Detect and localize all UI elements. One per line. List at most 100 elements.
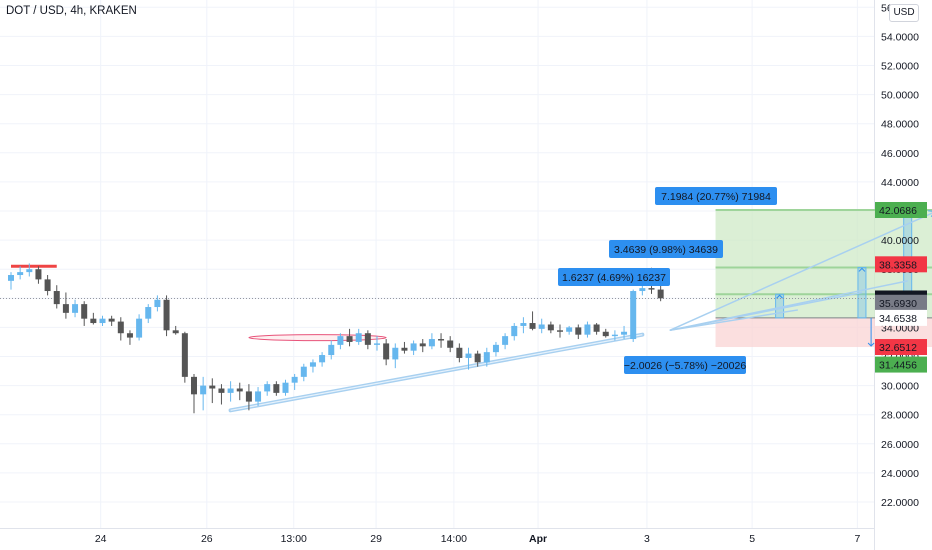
candle-body — [53, 291, 60, 305]
target-5-label-text: 1.6237 (4.69%) 16237 — [562, 272, 666, 284]
candle-body — [456, 347, 463, 358]
time-tick-label: 5 — [749, 533, 755, 545]
time-tick-label: 24 — [95, 533, 107, 545]
candle-body — [62, 304, 69, 313]
candle-body — [145, 307, 152, 319]
candle-body — [374, 343, 380, 345]
candle-body — [181, 333, 188, 377]
candle-body — [474, 353, 481, 363]
candle-body — [108, 318, 115, 322]
candle-body — [428, 339, 435, 347]
symbol-title: DOT / USD, 4h, KRAKEN — [6, 5, 137, 17]
candle-body — [355, 333, 362, 342]
trendline-inner — [230, 334, 643, 411]
ray-arrow-icon — [928, 210, 932, 218]
candle-body — [492, 344, 499, 353]
candle-body — [319, 355, 326, 363]
price-tick-label: 52.0000 — [881, 61, 919, 73]
candle-body — [483, 352, 490, 363]
level-badge-label: 38.3358 — [879, 259, 917, 271]
candle-body — [602, 331, 609, 337]
price-tick-label: 48.0000 — [881, 119, 919, 131]
time-tick-label: 7 — [854, 533, 860, 545]
down-arrow-icon — [867, 342, 875, 347]
candle-body — [264, 384, 271, 392]
target-10-label — [609, 240, 723, 258]
stop-label-text: −2.0026 (−5.78%) −20026 — [624, 360, 746, 372]
level-badge-label: 31.4456 — [879, 360, 917, 372]
candle-body — [529, 323, 536, 329]
time-tick-label: 14:00 — [441, 533, 467, 545]
price-tick-label: 28.0000 — [881, 410, 919, 422]
time-tick-label: 3 — [644, 533, 650, 545]
candle-body — [17, 272, 24, 276]
time-tick-label: 13:00 — [281, 533, 307, 545]
candle-body — [300, 366, 307, 377]
price-tick-label: 54.0000 — [881, 31, 919, 43]
entry-price-badge-label: 34.6538 — [879, 313, 917, 325]
projection-ray[interactable] — [669, 309, 799, 332]
candle-body — [392, 347, 399, 360]
candle-body — [383, 343, 390, 360]
candle-body — [255, 391, 262, 402]
price-tick-label: 22.0000 — [881, 497, 919, 509]
candle-body — [419, 343, 426, 347]
candle-body — [410, 343, 417, 351]
candle-body — [575, 327, 582, 335]
candle-body — [200, 385, 207, 395]
candle-body — [172, 330, 179, 334]
target-5-label — [558, 268, 670, 286]
candle-body — [117, 321, 124, 334]
candle-body — [328, 344, 335, 356]
candle-body — [90, 318, 97, 324]
price-tick-label: 26.0000 — [881, 439, 919, 451]
price-tick-label: 44.0000 — [881, 177, 919, 189]
candle-body — [584, 324, 591, 335]
candle-body — [611, 334, 618, 337]
stop-price-badge — [875, 339, 927, 356]
candle-body — [126, 333, 133, 338]
time-tick-label: Apr — [529, 533, 547, 545]
candle-body — [291, 376, 298, 383]
candle-body — [8, 275, 14, 281]
level-badge-label: 35.6930 — [879, 298, 917, 310]
candle-body — [44, 279, 51, 292]
candle-body — [593, 324, 600, 332]
candle-body — [547, 324, 554, 331]
target-20-label — [655, 187, 777, 205]
stop-label — [624, 356, 746, 374]
projection-ray[interactable] — [669, 291, 863, 332]
candle-body — [154, 299, 161, 308]
level-badge — [875, 356, 927, 373]
candle-body — [282, 382, 289, 393]
currency-button[interactable]: USD — [889, 4, 919, 22]
candle-body — [273, 384, 280, 393]
entry-price-badge — [875, 309, 927, 326]
candle-body — [81, 304, 88, 319]
candle-body — [245, 391, 252, 402]
candle-body — [557, 330, 563, 332]
candle-body — [364, 333, 371, 345]
candle-body — [657, 289, 664, 299]
candle-body — [639, 288, 646, 292]
target-20-label-text: 7.1984 (20.77%) 71984 — [661, 191, 771, 203]
candle-body — [26, 269, 33, 273]
candle-body — [35, 269, 42, 280]
candle-body — [465, 353, 472, 358]
candle-body — [502, 336, 509, 345]
candle-body — [218, 388, 225, 393]
candle-body — [447, 340, 454, 348]
candle-body — [136, 318, 143, 338]
target-price-badge — [875, 202, 927, 219]
candle-body — [630, 291, 637, 340]
price-tick-label: 50.0000 — [881, 90, 919, 102]
candle-body — [191, 376, 197, 395]
candle-body — [346, 336, 353, 342]
up-arrow-icon — [776, 294, 783, 299]
price-tick-label: 30.0000 — [881, 381, 919, 393]
projection-ray[interactable] — [669, 212, 932, 331]
time-tick-label: 29 — [370, 533, 382, 545]
candle-body — [648, 288, 655, 290]
